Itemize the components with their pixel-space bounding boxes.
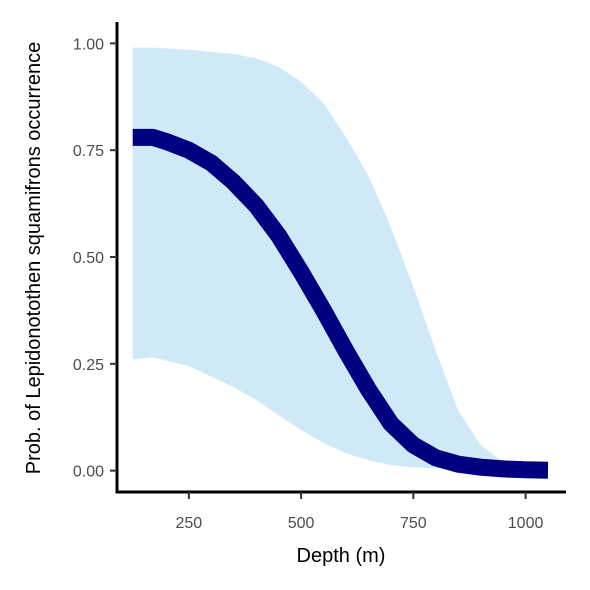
axes: 250 500 750 1000 0.00 0.25 0.50 0.75 1.00 [73,22,566,532]
plot-area [132,47,549,479]
x-axis-title: Depth (m) [297,545,386,567]
x-tick-label: 250 [175,515,202,532]
fitted-probability-line [132,128,549,479]
y-tick-label: 0.00 [73,464,104,481]
x-tick-label: 1000 [508,515,544,532]
y-tick-label: 1.00 [73,36,104,53]
y-tick-label: 0.75 [73,143,104,160]
confidence-ribbon [132,47,548,471]
y-tick-label: 0.25 [73,357,104,374]
y-tick-label: 0.50 [73,250,104,267]
y-axis-title: Prob. of Lepidonotothen squamifrons occu… [23,42,45,475]
x-tick-label: 500 [288,515,315,532]
x-tick-label: 750 [400,515,427,532]
